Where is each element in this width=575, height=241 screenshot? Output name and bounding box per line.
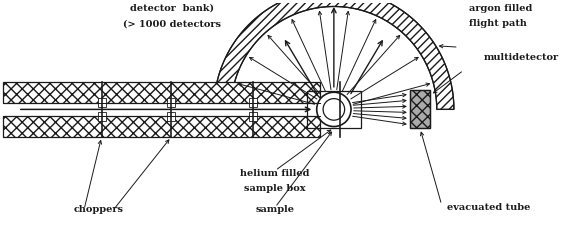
Text: sample box: sample box bbox=[244, 184, 306, 193]
Text: multidetector: multidetector bbox=[484, 53, 558, 62]
Text: sample: sample bbox=[255, 205, 294, 214]
Bar bbox=[336, 112, 344, 121]
Text: helium filled: helium filled bbox=[240, 169, 310, 178]
Polygon shape bbox=[214, 0, 454, 109]
Bar bbox=[249, 98, 256, 107]
Bar bbox=[167, 112, 175, 121]
Bar bbox=[410, 90, 430, 128]
Bar bbox=[410, 90, 430, 128]
Bar bbox=[98, 98, 106, 107]
Text: (> 1000 detectors: (> 1000 detectors bbox=[123, 20, 221, 28]
Polygon shape bbox=[3, 82, 320, 102]
Polygon shape bbox=[3, 82, 320, 137]
Circle shape bbox=[317, 92, 351, 127]
Polygon shape bbox=[3, 116, 320, 137]
Text: detector  bank): detector bank) bbox=[130, 4, 214, 13]
Text: flight path: flight path bbox=[469, 19, 527, 27]
Bar bbox=[249, 112, 256, 121]
Bar bbox=[336, 98, 344, 107]
Bar bbox=[98, 112, 106, 121]
Bar bbox=[167, 98, 175, 107]
Text: argon filled: argon filled bbox=[469, 4, 532, 13]
Text: choppers: choppers bbox=[74, 205, 124, 214]
Bar bbox=[307, 91, 361, 128]
Text: evacuated tube: evacuated tube bbox=[447, 203, 530, 212]
